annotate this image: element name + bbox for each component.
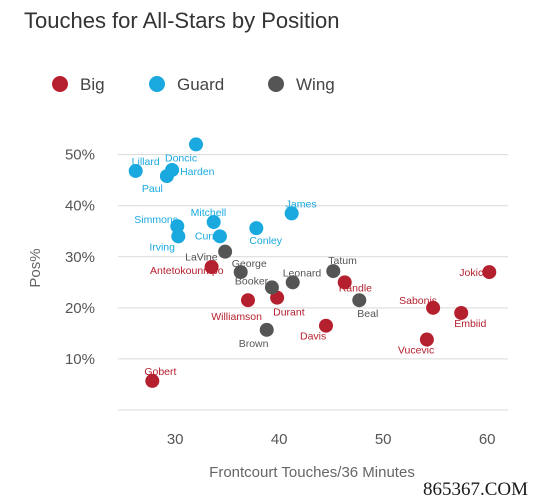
point-mitchell (206, 215, 221, 230)
y-tick-label: 30% (65, 249, 95, 266)
label-booker: Booker (235, 275, 269, 287)
point-embiid (454, 305, 469, 320)
chart-title: Touches for All-Stars by Position (24, 8, 339, 33)
point-antetokounmpo (204, 260, 219, 274)
gridlines (118, 154, 508, 411)
point-brown (259, 322, 274, 337)
legend-label-big: Big (80, 75, 105, 94)
label-jokic: Jokic (459, 267, 483, 279)
label-tatum: Tatum (328, 255, 357, 267)
label-george: George (232, 258, 267, 270)
point-beal (352, 293, 367, 308)
point-williamson (241, 293, 255, 308)
y-axis-ticks: 10% 20% 30% 40% 50% (65, 147, 95, 368)
point-curry (212, 229, 227, 244)
label-randle: Randle (339, 282, 372, 294)
point-randle (337, 275, 352, 290)
point-lillard (128, 163, 143, 178)
label-james: James (286, 198, 317, 210)
point-leonard (285, 275, 300, 290)
legend-marker-guard (149, 76, 165, 92)
label-paul: Paul (142, 183, 163, 195)
point-tatum (326, 264, 341, 279)
label-beal: Beal (357, 308, 378, 320)
x-axis-ticks: 30 40 50 60 (167, 431, 496, 448)
point-james (284, 206, 299, 221)
point-vucevic (419, 332, 434, 347)
point-lavine (218, 244, 233, 259)
x-axis-label: Frontcourt Touches/36 Minutes (209, 464, 415, 481)
label-embiid: Embiid (454, 318, 486, 330)
point-booker (264, 280, 279, 295)
y-tick-label: 10% (65, 351, 95, 368)
watermark: 865367.COM (423, 479, 528, 500)
point-irving (171, 229, 186, 244)
label-harden: Harden (180, 166, 215, 178)
x-tick-label: 40 (271, 431, 288, 448)
label-conley: Conley (249, 235, 282, 247)
label-vucevic: Vucevic (398, 345, 434, 357)
y-tick-label: 50% (65, 147, 95, 164)
point-conley (249, 221, 264, 236)
point-simmons (170, 219, 185, 234)
label-simmons: Simmons (134, 214, 178, 226)
point-harden (165, 162, 180, 177)
x-tick-label: 60 (479, 431, 496, 448)
label-davis: Davis (300, 331, 326, 343)
label-durant: Durant (273, 307, 305, 319)
data-points (128, 137, 497, 388)
point-doncic (189, 137, 203, 152)
label-williamson: Williamson (211, 311, 262, 323)
label-sabonis: Sabonis (399, 295, 437, 307)
x-tick-label: 50 (375, 431, 392, 448)
legend-marker-wing (268, 76, 284, 92)
data-labels: Gobert Antetokounmpo Williamson Durant Davis… (132, 152, 487, 377)
label-brown: Brown (239, 338, 269, 350)
label-mitchell: Mitchell (191, 207, 227, 219)
label-gobert: Gobert (144, 366, 176, 378)
label-lavine: LaVine (185, 252, 218, 264)
y-tick-label: 40% (65, 198, 95, 215)
legend-marker-big (52, 76, 68, 92)
label-antetokounmpo: Antetokounmpo (150, 265, 224, 277)
legend-label-wing: Wing (296, 75, 335, 94)
label-leonard: Leonard (283, 267, 322, 279)
label-curry: Curry (195, 230, 221, 242)
label-doncic: Doncic (165, 152, 197, 164)
point-sabonis (426, 300, 441, 315)
legend-label-guard: Guard (177, 75, 224, 94)
x-tick-label: 30 (167, 431, 184, 448)
label-lillard: Lillard (132, 156, 160, 168)
point-gobert (145, 373, 160, 388)
y-axis-label: Pos% (27, 248, 44, 287)
point-george (233, 265, 248, 280)
point-jokic (482, 265, 497, 280)
y-tick-label: 20% (65, 300, 95, 317)
legend: Big Guard Wing (52, 75, 335, 94)
point-davis (319, 318, 333, 333)
label-irving: Irving (149, 241, 175, 253)
